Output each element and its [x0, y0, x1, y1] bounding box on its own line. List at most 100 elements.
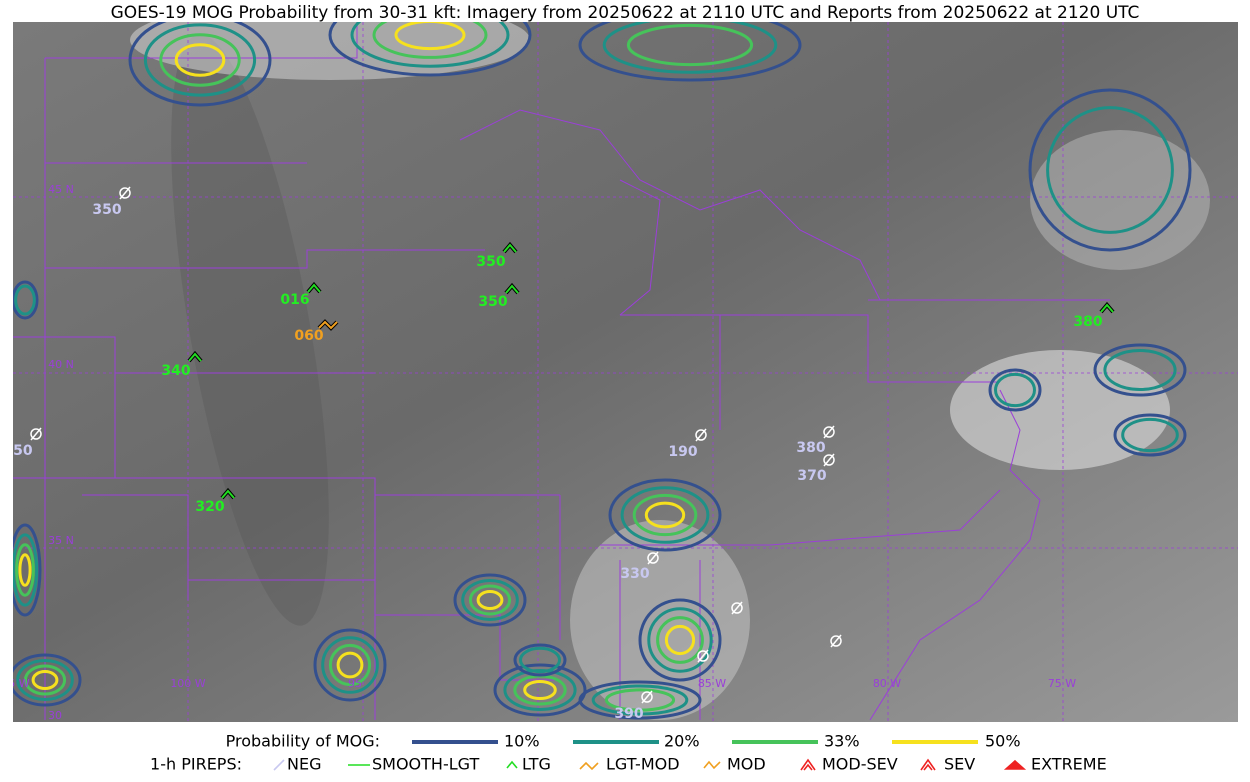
grid-label: 45 N — [48, 183, 74, 196]
report-label: 016 — [280, 292, 309, 308]
contour — [328, 22, 532, 77]
grid-label: 95 — [348, 677, 362, 690]
contours — [13, 22, 1192, 720]
icon-mark — [1100, 303, 1114, 313]
contour — [988, 368, 1042, 412]
icon-circle — [119, 187, 131, 199]
contour — [638, 598, 722, 682]
icon-slash — [823, 453, 835, 467]
grid-label: 30 — [48, 709, 62, 722]
icon-slash — [119, 186, 131, 200]
report-label: 330 — [620, 566, 649, 582]
legend-symbol — [579, 761, 599, 771]
pirep-icon — [641, 690, 653, 704]
pirep-icon — [30, 427, 42, 441]
icon-circle — [647, 552, 659, 564]
legend-symbol — [920, 758, 936, 771]
grid-label: 80 W — [873, 677, 901, 690]
grid-label: 85 W — [698, 677, 726, 690]
contour — [656, 616, 704, 664]
contour — [461, 579, 519, 621]
grid-label: 75 W — [1048, 677, 1076, 690]
report-label: 370 — [797, 468, 826, 484]
contour — [13, 533, 39, 607]
pirep-icon — [823, 425, 835, 439]
contour — [632, 493, 698, 537]
pirep-icon — [823, 453, 835, 467]
pirep-icon — [220, 487, 236, 500]
legend-title: Probability of MOG: — [226, 732, 380, 751]
legend-label: SMOOTH-LGT — [372, 755, 479, 774]
contour — [18, 553, 32, 587]
pirep-icon — [504, 282, 520, 295]
report-label: 320 — [195, 499, 224, 515]
icon-mark — [318, 320, 338, 330]
icon-mark — [505, 284, 519, 294]
contour — [13, 653, 82, 707]
icon-circle — [830, 635, 842, 647]
contour — [591, 684, 689, 716]
contour — [994, 372, 1036, 408]
pirep-icon — [317, 319, 339, 331]
legend-label: NEG — [287, 755, 321, 774]
legend-symbol — [703, 760, 721, 770]
contour — [578, 22, 802, 82]
contour — [321, 636, 379, 694]
icon-slash — [697, 649, 709, 663]
contour — [523, 680, 557, 700]
grid-label: 40 N — [48, 358, 74, 371]
icon-slash — [641, 690, 653, 704]
legend-symbol — [1003, 759, 1027, 770]
icon-circle — [823, 426, 835, 438]
icon-circle — [823, 454, 835, 466]
contour — [1028, 88, 1192, 252]
contour — [336, 651, 364, 679]
report-label: 350 — [476, 254, 505, 270]
icon-circle — [30, 428, 42, 440]
contour — [602, 22, 778, 74]
pirep-icon — [731, 601, 743, 615]
grid-label: 35 N — [48, 534, 74, 547]
icon-circle — [697, 650, 709, 662]
contour — [14, 284, 36, 316]
contour — [394, 22, 466, 51]
contour — [174, 43, 226, 77]
contour — [1113, 413, 1187, 457]
report-label: 390 — [614, 706, 643, 722]
contour — [13, 280, 39, 320]
icon-slash — [695, 428, 707, 442]
legend-label: MOD — [727, 755, 766, 774]
icon-mark — [503, 243, 517, 253]
report-label: 340 — [161, 363, 190, 379]
contour — [350, 22, 510, 68]
icon-slash — [647, 551, 659, 565]
pirep-icon — [697, 649, 709, 663]
legend-label: LTG — [522, 755, 551, 774]
contour — [159, 33, 241, 87]
contour — [328, 643, 372, 687]
report-label: 380 — [1073, 314, 1102, 330]
pirep-icon — [647, 551, 659, 565]
contour — [143, 23, 257, 97]
contour — [519, 646, 561, 674]
pirep-icon — [1099, 301, 1115, 314]
map: 45 N 40 N 35 N 30 105 W 100 W 95 85 W 80 W 75 W 3… — [13, 22, 1238, 722]
contour — [647, 607, 713, 673]
report-label: 190 — [668, 444, 697, 460]
report-label: 350 — [92, 202, 121, 218]
icon-circle — [731, 602, 743, 614]
contour — [31, 670, 59, 690]
legend-symbol — [273, 759, 285, 771]
legend-label: 10% — [504, 732, 540, 751]
contour — [476, 590, 504, 610]
report-label: 380 — [796, 440, 825, 456]
contour — [372, 22, 488, 59]
legend-label: 50% — [985, 732, 1021, 751]
contour — [493, 663, 587, 717]
contour — [16, 659, 74, 701]
pirep-icon — [306, 281, 322, 294]
contour — [513, 643, 567, 677]
contour — [313, 628, 387, 702]
title: GOES-19 MOG Probability from 30-31 kft: … — [111, 3, 1140, 23]
pirep-icon — [119, 186, 131, 200]
